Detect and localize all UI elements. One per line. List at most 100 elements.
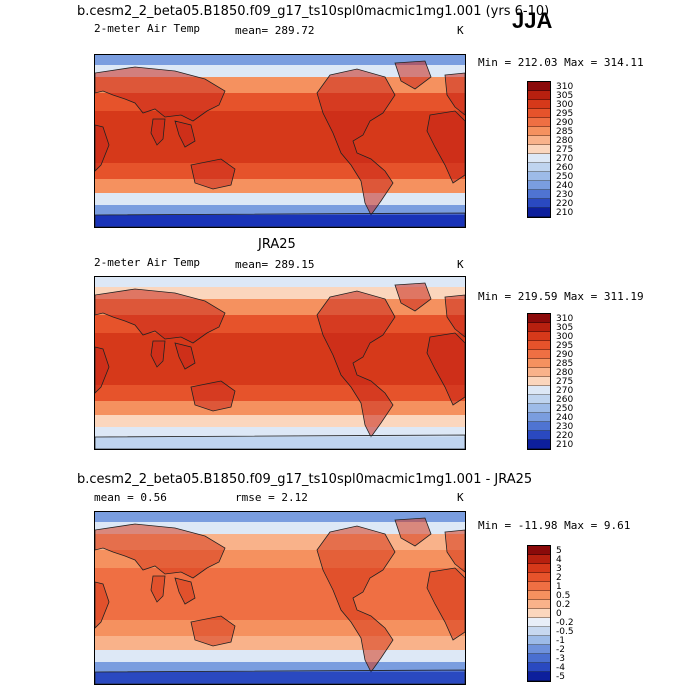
mean-label: mean= 289.15 xyxy=(235,258,315,271)
continent-outline xyxy=(95,332,465,406)
colorbar xyxy=(527,313,551,450)
colorbar-tick-label: -1 xyxy=(556,636,565,646)
variable-label: 2-meter Air Temp xyxy=(94,256,200,269)
colorbar-tick-label: 250 xyxy=(556,172,574,182)
continent-outline xyxy=(95,212,465,227)
season-label: JJA xyxy=(512,8,553,33)
colorbar-tick-label: 300 xyxy=(556,100,574,110)
colorbar-tick-label: 5 xyxy=(556,546,562,556)
colorbar-swatch xyxy=(528,100,550,109)
minmax-label: Min = 212.03 Max = 314.11 xyxy=(478,56,644,69)
colorbar-tick-label: 310 xyxy=(556,82,574,92)
map-panel-model xyxy=(94,54,466,228)
colorbar-swatch xyxy=(528,672,550,681)
colorbar-tick-label: 280 xyxy=(556,136,574,146)
colorbar-tick-label: 270 xyxy=(556,154,574,164)
colorbar-swatch xyxy=(528,190,550,199)
colorbar-swatch xyxy=(528,91,550,100)
continent-outline xyxy=(316,68,396,216)
colorbar-tick-label: 290 xyxy=(556,350,574,360)
colorbar-tick-label: 210 xyxy=(556,208,574,218)
colorbar-tick-label: 230 xyxy=(556,190,574,200)
minmax-label: Min = -11.98 Max = 9.61 xyxy=(478,519,631,532)
map-band xyxy=(95,568,465,620)
colorbar-swatch xyxy=(528,404,550,413)
colorbar-swatch xyxy=(528,109,550,118)
map-band xyxy=(95,427,465,437)
continent-outline xyxy=(95,669,465,684)
colorbar-swatch xyxy=(528,377,550,386)
units-label: K xyxy=(457,491,464,504)
colorbar-swatch xyxy=(528,645,550,654)
colorbar-swatch xyxy=(528,555,550,564)
map-band xyxy=(95,193,465,205)
mean-label: mean = 0.56 xyxy=(94,491,167,504)
colorbar-tick-label: -0.2 xyxy=(556,618,574,628)
colorbar-swatch xyxy=(528,199,550,208)
map-band xyxy=(95,277,465,287)
colorbar-swatch xyxy=(528,350,550,359)
colorbar-labels: 310 305 300 295 290 285 280 275 270 260 250 240 230 2… xyxy=(556,83,573,218)
minmax-label: Min = 219.59 Max = 311.19 xyxy=(478,290,644,303)
colorbar-swatch xyxy=(528,654,550,663)
panel-title: JRA25 xyxy=(258,237,296,252)
map-band xyxy=(95,205,465,215)
continent-outline xyxy=(95,523,465,579)
colorbar-swatch xyxy=(528,618,550,627)
colorbar-swatch xyxy=(528,573,550,582)
map-band xyxy=(95,401,465,415)
continent-outline xyxy=(190,615,236,647)
colorbar-swatch xyxy=(528,636,550,645)
colorbar-tick-label: 240 xyxy=(556,181,574,191)
colorbar-tick-label: 220 xyxy=(556,431,574,441)
colorbar-tick-label: 275 xyxy=(556,145,574,155)
colorbar-tick-label: -4 xyxy=(556,663,565,673)
colorbar-swatch xyxy=(528,431,550,440)
continent-outline xyxy=(150,118,196,148)
colorbar-tick-label: -0.5 xyxy=(556,627,574,637)
units-label: K xyxy=(457,258,464,271)
colorbar-tick-label: 275 xyxy=(556,377,574,387)
continent-outline xyxy=(95,288,465,344)
colorbar-swatch xyxy=(528,395,550,404)
map-band xyxy=(95,620,465,636)
continent-outline xyxy=(316,290,396,438)
colorbar-swatch xyxy=(528,368,550,377)
colorbar-swatch xyxy=(528,663,550,672)
colorbar-swatch xyxy=(528,582,550,591)
colorbar-tick-label: 3 xyxy=(556,564,562,574)
colorbar-swatch xyxy=(528,208,550,217)
colorbar-swatch xyxy=(528,546,550,555)
colorbar-tick-label: 295 xyxy=(556,109,574,119)
colorbar-tick-label: 0.5 xyxy=(556,591,571,601)
units-label: K xyxy=(457,24,464,37)
colorbar-swatch xyxy=(528,181,550,190)
variable-label: 2-meter Air Temp xyxy=(94,22,200,35)
colorbar-tick-label: 285 xyxy=(556,127,574,137)
colorbar-swatch xyxy=(528,609,550,618)
colorbar-tick-label: 0 xyxy=(556,609,562,619)
colorbar-swatch xyxy=(528,172,550,181)
panel-title: b.cesm2_2_beta05.B1850.f09_g17_ts10spl0m… xyxy=(77,4,550,19)
colorbar-tick-label: 260 xyxy=(556,395,574,405)
continent-outline xyxy=(316,525,396,673)
continent-outline xyxy=(95,110,465,184)
colorbar-tick-label: 0.2 xyxy=(556,600,571,610)
map-band xyxy=(95,415,465,427)
colorbar-tick-label: 280 xyxy=(556,368,574,378)
map-band xyxy=(95,55,465,65)
mean-label: mean= 289.72 xyxy=(235,24,315,37)
temperature-map xyxy=(95,55,465,227)
continent-outline xyxy=(190,380,236,412)
colorbar-labels: 310 305 300 295 290 285 280 275 270 260 250 240 230 2… xyxy=(556,315,573,450)
colorbar-tick-label: 260 xyxy=(556,163,574,173)
map-band xyxy=(95,179,465,193)
colorbar-swatch xyxy=(528,136,550,145)
continent-outline xyxy=(394,517,432,547)
colorbar-swatch xyxy=(528,422,550,431)
colorbar-swatch xyxy=(528,341,550,350)
colorbar-swatch xyxy=(528,145,550,154)
colorbar-swatch xyxy=(528,627,550,636)
continent-outline xyxy=(95,567,465,641)
colorbar-tick-label: 220 xyxy=(556,199,574,209)
